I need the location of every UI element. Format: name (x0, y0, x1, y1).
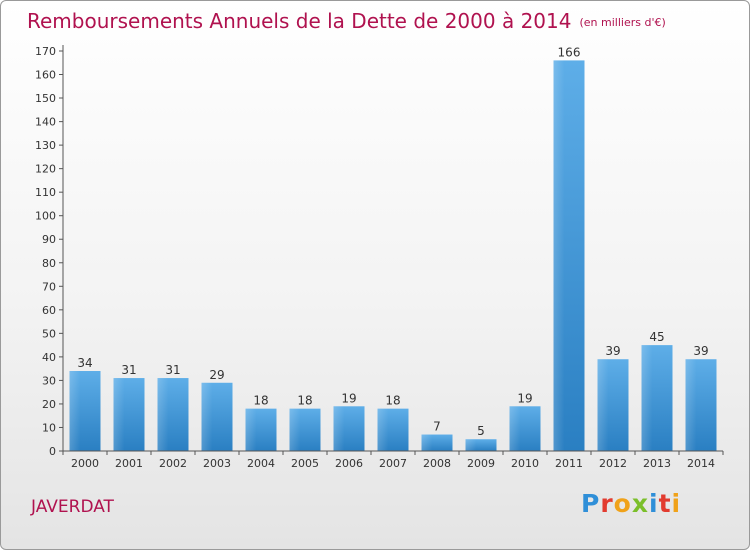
data-label: 19 (341, 391, 356, 405)
logo-letter: P (581, 489, 601, 518)
data-label: 45 (649, 330, 664, 344)
y-tick-label: 80 (42, 257, 56, 270)
data-label: 39 (693, 344, 708, 358)
x-tick-label: 2010 (511, 457, 539, 470)
bar-highlight (641, 345, 653, 451)
y-tick-label: 100 (35, 210, 56, 223)
data-label: 18 (297, 394, 312, 408)
data-label: 166 (558, 45, 581, 59)
chart-title: Remboursements Annuels de la Dette de 20… (27, 9, 666, 33)
proxiti-logo: Proxiti (581, 489, 681, 518)
bar-2009 (465, 439, 497, 451)
bar-highlight (333, 406, 345, 451)
bar-highlight (113, 378, 125, 451)
y-tick-label: 130 (35, 139, 56, 152)
x-tick-label: 2013 (643, 457, 671, 470)
chart-unit: (en milliers d'€) (579, 16, 666, 29)
x-tick-label: 2012 (599, 457, 627, 470)
x-tick-label: 2007 (379, 457, 407, 470)
data-label: 39 (605, 344, 620, 358)
logo-letter: t (658, 489, 672, 518)
logo-letter: x (631, 489, 649, 518)
y-tick-label: 30 (42, 374, 56, 387)
y-tick-label: 0 (49, 445, 56, 458)
x-tick-label: 2001 (115, 457, 143, 470)
y-tick-label: 110 (35, 186, 56, 199)
x-tick-label: 2014 (687, 457, 715, 470)
bar-highlight (69, 371, 81, 451)
y-tick-label: 140 (35, 116, 56, 129)
chart-title-text: Remboursements Annuels de la Dette de 20… (27, 9, 572, 33)
logo-letter: i (671, 489, 682, 518)
bar-highlight (597, 359, 609, 451)
x-tick-label: 2005 (291, 457, 319, 470)
bar-highlight (685, 359, 697, 451)
y-tick-label: 40 (42, 351, 56, 364)
x-tick-label: 2000 (71, 457, 99, 470)
town-name: JAVERDAT (31, 497, 114, 517)
bar-highlight (289, 408, 301, 451)
data-label: 19 (517, 391, 532, 405)
y-tick-label: 160 (35, 69, 56, 82)
logo-letter: o (613, 489, 632, 518)
y-tick-label: 60 (42, 304, 56, 317)
logo-letter: i (649, 489, 659, 518)
x-tick-label: 2009 (467, 457, 495, 470)
logo-letter: r (600, 489, 614, 518)
bar-highlight (157, 378, 169, 451)
x-tick-label: 2011 (555, 457, 583, 470)
x-tick-label: 2004 (247, 457, 275, 470)
bar-highlight (509, 406, 521, 451)
data-label: 34 (77, 356, 92, 370)
y-tick-label: 170 (35, 45, 56, 58)
y-tick-label: 10 (42, 421, 56, 434)
y-tick-label: 70 (42, 280, 56, 293)
x-tick-label: 2006 (335, 457, 363, 470)
data-label: 5 (477, 424, 485, 438)
bar-highlight (377, 408, 389, 451)
bar-highlight (553, 60, 565, 451)
x-tick-label: 2002 (159, 457, 187, 470)
data-label: 18 (253, 394, 268, 408)
y-tick-label: 120 (35, 163, 56, 176)
bar-highlight (245, 408, 257, 451)
x-tick-label: 2008 (423, 457, 451, 470)
y-tick-label: 90 (42, 233, 56, 246)
bar-highlight (465, 439, 477, 451)
data-label: 31 (121, 363, 136, 377)
x-tick-label: 2003 (203, 457, 231, 470)
bar-highlight (201, 382, 213, 451)
data-label: 31 (165, 363, 180, 377)
y-tick-label: 50 (42, 327, 56, 340)
data-label: 29 (209, 368, 224, 382)
bar-highlight (421, 434, 433, 451)
data-label: 7 (433, 420, 441, 434)
data-label: 18 (385, 394, 400, 408)
y-tick-label: 150 (35, 92, 56, 105)
y-tick-label: 20 (42, 398, 56, 411)
